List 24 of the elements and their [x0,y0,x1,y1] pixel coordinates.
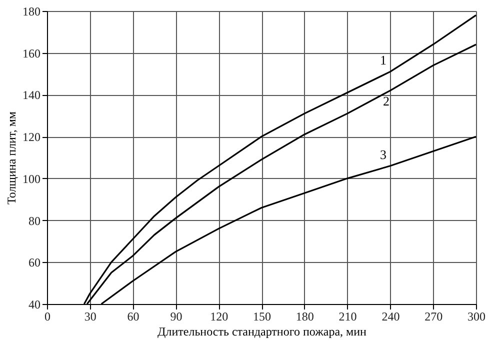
x-axis-title: Длительность стандартного пожара, мин [158,324,368,338]
x-tick-label: 120 [210,310,228,324]
x-tick-label: 90 [170,310,182,324]
y-tick-label: 80 [28,214,40,228]
series-label: 2 [382,94,390,109]
x-tick-label: 30 [84,310,96,324]
x-tick-label: 0 [44,310,50,324]
y-axis-title: Толщина плит, мм [4,111,18,205]
y-tick-label: 60 [28,256,40,270]
x-tick-label: 270 [424,310,443,324]
y-tick-label: 160 [22,46,40,60]
x-tick-label: 300 [468,310,486,324]
series-label: 3 [380,146,386,162]
y-tick-label: 180 [22,4,40,18]
y-tick-label: 140 [22,88,40,102]
x-tick-label: 180 [296,310,314,324]
y-tick-label: 100 [22,172,40,186]
x-tick-label: 150 [253,310,271,324]
x-tick-label: 240 [382,310,400,324]
y-tick-label: 120 [22,130,40,144]
series-label: 1 [380,52,386,68]
x-tick-label: 210 [338,310,357,324]
y-tick-label: 40 [28,298,40,312]
x-tick-label: 60 [127,310,140,324]
